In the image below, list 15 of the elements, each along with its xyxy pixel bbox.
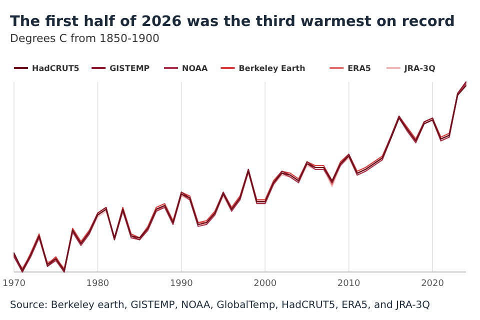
x-tick-label: 1970 [2,279,26,289]
x-tick-label: 2020 [421,279,444,289]
legend-label: ERA5 [348,64,372,73]
chart-subtitle: Degrees C from 1850-1900 [10,32,160,45]
legend-label: NOAA [182,64,208,73]
legend-label: Berkeley Earth [238,64,306,73]
x-tick-label: 2000 [254,279,277,289]
x-tick-label: 2010 [337,279,361,289]
legend-label: HadCRUT5 [32,64,80,73]
legend-label: JRA-3Q [403,64,436,73]
x-tick-label: 1980 [86,279,110,289]
source-note: Source: Berkeley earth, GISTEMP, NOAA, GlobalTemp, HadCRUT5, ERA5, and JRA-3Q [10,300,430,311]
chart-title: The first half of 2026 was the third warmest on record [10,14,455,30]
legend-label: GISTEMP [110,64,150,73]
x-tick-label: 1990 [170,279,194,289]
